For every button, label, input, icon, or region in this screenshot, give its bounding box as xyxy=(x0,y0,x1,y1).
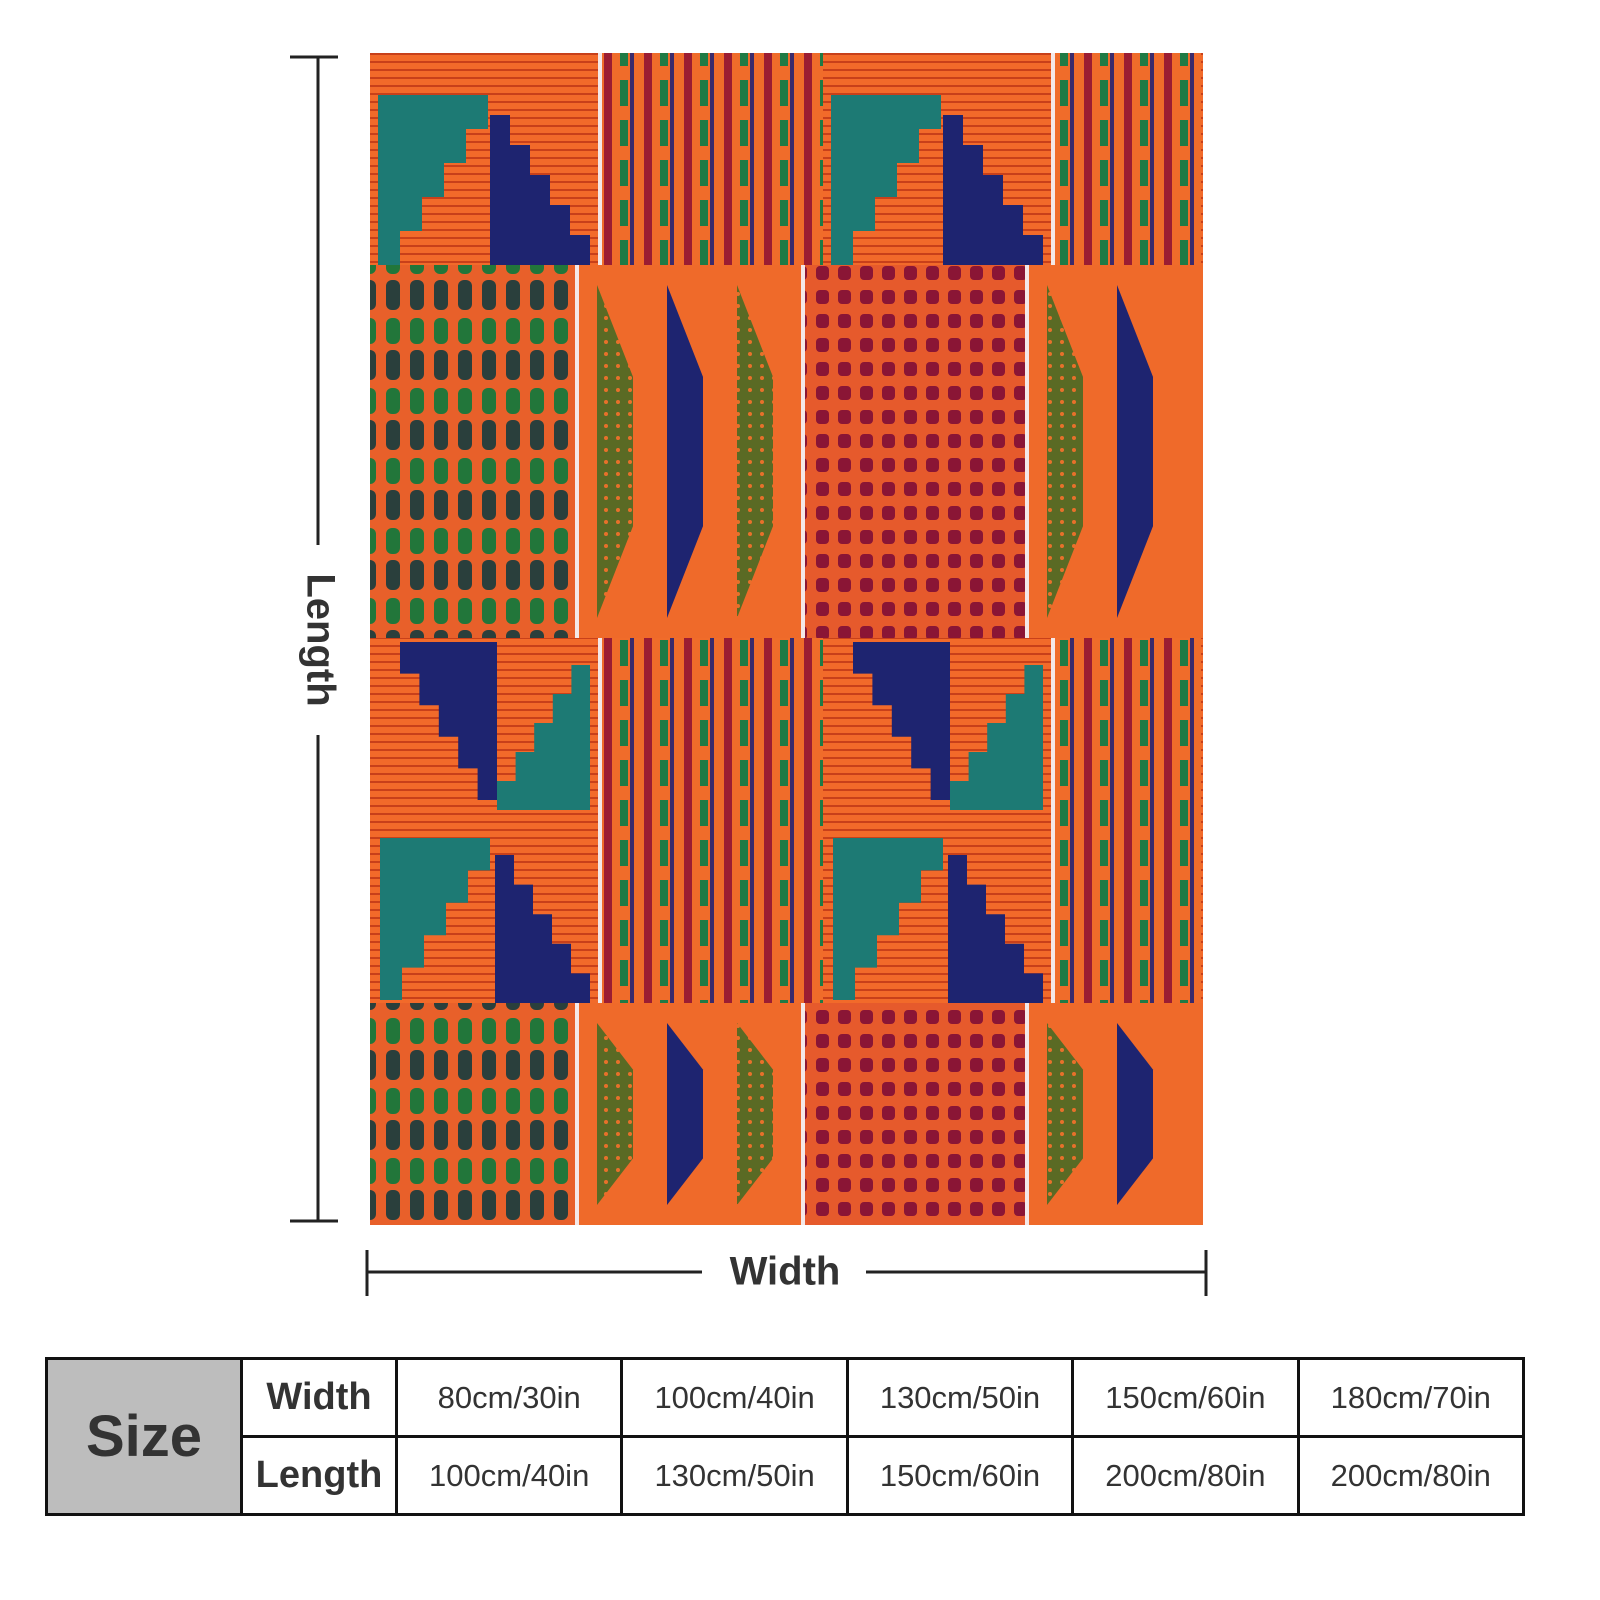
cell: 150cm/60in xyxy=(1071,1357,1300,1438)
diamond xyxy=(1117,285,1153,618)
diamond xyxy=(737,1023,773,1205)
cell: 100cm/40in xyxy=(620,1357,849,1438)
pattern-block xyxy=(803,265,1025,638)
pattern-block xyxy=(1053,53,1201,265)
pattern-block xyxy=(598,638,602,1003)
table-title: Size xyxy=(45,1357,243,1516)
pattern-block xyxy=(1025,1003,1029,1225)
diamond xyxy=(1117,1023,1153,1205)
pattern-block xyxy=(1053,638,1201,1003)
pattern-block xyxy=(1051,638,1055,1003)
diamond xyxy=(737,285,773,618)
stair-shape xyxy=(833,838,943,1000)
table-row: Size Width 80cm/30in 100cm/40in 130cm/50… xyxy=(45,1357,1526,1516)
pattern-block xyxy=(803,1003,1025,1225)
width-label: Width xyxy=(730,1250,841,1294)
diamond xyxy=(597,1023,633,1205)
pattern-block xyxy=(801,265,805,638)
stair-shape xyxy=(378,95,488,265)
pattern-block xyxy=(575,265,579,638)
table-row: Length 100cm/40in 130cm/50in 150cm/60in … xyxy=(47,1435,1526,1516)
pattern-block xyxy=(1051,53,1055,265)
diamond xyxy=(667,285,703,618)
stair-shape xyxy=(853,642,950,800)
pattern-blocks xyxy=(370,53,1203,1225)
product-image: Length Width xyxy=(290,53,1208,1296)
stair-shape xyxy=(943,115,1043,265)
size-table: Size Width 80cm/30in 100cm/40in 130cm/50… xyxy=(45,1357,1526,1516)
diamond xyxy=(1047,285,1083,618)
pattern-block xyxy=(370,1003,575,1225)
stair-shape xyxy=(948,855,1043,1003)
pattern-block xyxy=(575,1003,579,1225)
cell: 200cm/80in xyxy=(1296,1435,1526,1516)
length-dimension: Length xyxy=(290,55,342,1223)
diamond xyxy=(667,1023,703,1205)
stair-shape xyxy=(490,115,590,265)
length-label: Length xyxy=(298,573,342,706)
cell: 130cm/50in xyxy=(620,1435,849,1516)
cell: 80cm/30in xyxy=(394,1357,624,1438)
diamond xyxy=(1047,1023,1083,1205)
cell: 200cm/80in xyxy=(1071,1435,1300,1516)
pattern-block xyxy=(598,53,602,265)
pattern-block xyxy=(370,265,575,638)
cell: 180cm/70in xyxy=(1296,1357,1526,1438)
cell: 130cm/50in xyxy=(845,1357,1075,1438)
row-header: Width xyxy=(240,1357,398,1438)
stair-shape xyxy=(831,95,941,265)
cell: 100cm/40in xyxy=(394,1435,624,1516)
cell: 150cm/60in xyxy=(845,1435,1075,1516)
stair-shape xyxy=(950,665,1043,810)
stair-shape xyxy=(495,855,590,1003)
width-dimension: Width xyxy=(365,1250,1208,1296)
pattern-block xyxy=(600,53,823,265)
stair-shape xyxy=(400,642,497,800)
diamond xyxy=(597,285,633,618)
pattern-block xyxy=(1025,265,1029,638)
stair-shape xyxy=(497,665,590,810)
stair-shape xyxy=(380,838,490,1000)
pattern-block xyxy=(600,638,823,1003)
pattern-block xyxy=(801,1003,805,1225)
row-header: Length xyxy=(240,1435,398,1516)
